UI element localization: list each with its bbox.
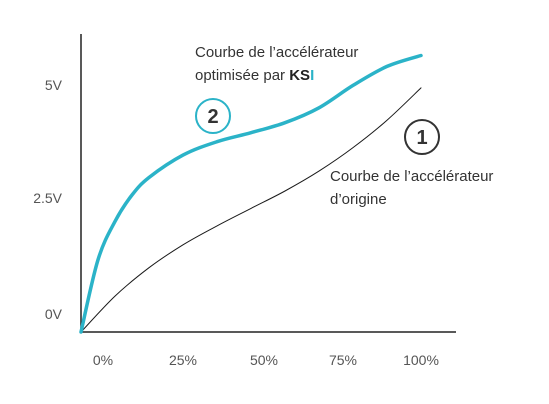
- x-tick-label: 25%: [169, 352, 197, 368]
- original-label-line1: Courbe de l’accélérateur: [330, 168, 493, 185]
- optimized-label-line1: Courbe de l’accélérateur: [195, 44, 358, 61]
- y-tick-label: 5V: [45, 77, 63, 93]
- optimized-curve-annotation: Courbe de l’accélérateur optimisée par K…: [195, 44, 358, 134]
- x-tick-label: 50%: [250, 352, 278, 368]
- original-curve-line: [80, 87, 422, 333]
- optimized-label-prefix: optimisée par: [195, 67, 289, 84]
- original-curve-annotation: 1 Courbe de l’accélérateur d’origine: [330, 119, 493, 208]
- brand-i: I: [310, 67, 314, 84]
- series-layer: [79, 53, 423, 334]
- x-tick-label: 100%: [403, 352, 439, 368]
- optimized-badge-circle: [195, 98, 231, 134]
- optimized-curve-line: [79, 53, 423, 334]
- optimized-badge-number: 2: [207, 106, 218, 128]
- y-tick-labels: 0V 2.5V 5V: [33, 77, 62, 322]
- original-badge-number: 1: [416, 127, 427, 149]
- y-tick-label: 0V: [45, 306, 63, 322]
- y-tick-label: 2.5V: [33, 190, 62, 206]
- x-tick-label: 0%: [93, 352, 113, 368]
- x-tick-labels: 0% 25% 50% 75% 100%: [93, 352, 439, 368]
- brand-ks: KS: [289, 67, 310, 84]
- x-tick-label: 75%: [329, 352, 357, 368]
- optimized-label-line2: optimisée par KSI: [195, 67, 314, 84]
- original-badge-circle: [404, 119, 440, 155]
- original-label-line2: d’origine: [330, 191, 387, 208]
